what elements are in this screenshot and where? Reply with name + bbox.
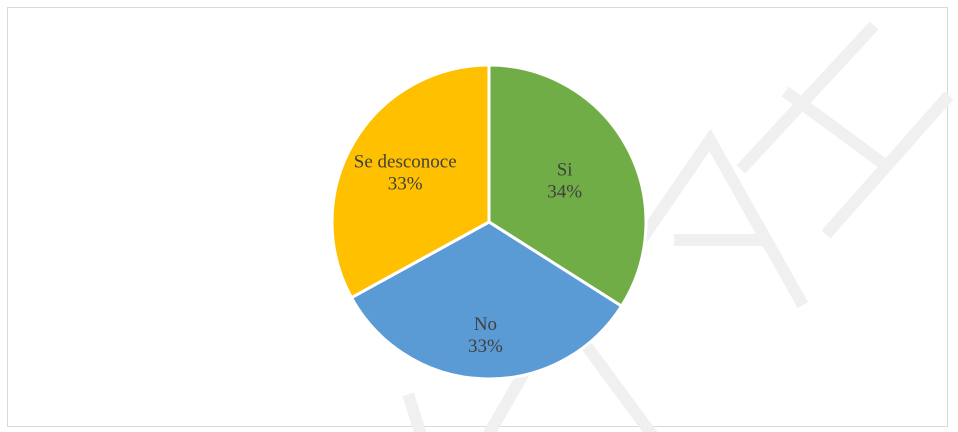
slice-percent-label: 33% <box>388 173 423 194</box>
watermark-stroke-h1 <box>736 21 879 174</box>
slice-category-label: Si <box>557 159 573 180</box>
watermark-stroke-i <box>402 392 427 432</box>
slice-percent-label: 34% <box>547 181 582 202</box>
slice-percent-label: 33% <box>468 336 503 357</box>
slice-category-label: Se desconoce <box>354 151 457 172</box>
slice-category-label: No <box>474 314 497 335</box>
pie-slices <box>330 63 648 381</box>
pie-slice-se-desconoce <box>330 63 491 300</box>
watermark-stroke-h-bar <box>781 86 894 174</box>
